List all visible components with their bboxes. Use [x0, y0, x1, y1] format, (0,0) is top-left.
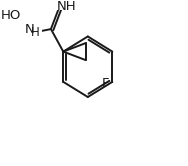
Text: H: H: [31, 26, 39, 39]
Text: N: N: [25, 23, 35, 36]
Text: NH: NH: [57, 0, 77, 13]
Text: HO: HO: [1, 9, 21, 22]
Text: F: F: [102, 77, 110, 90]
